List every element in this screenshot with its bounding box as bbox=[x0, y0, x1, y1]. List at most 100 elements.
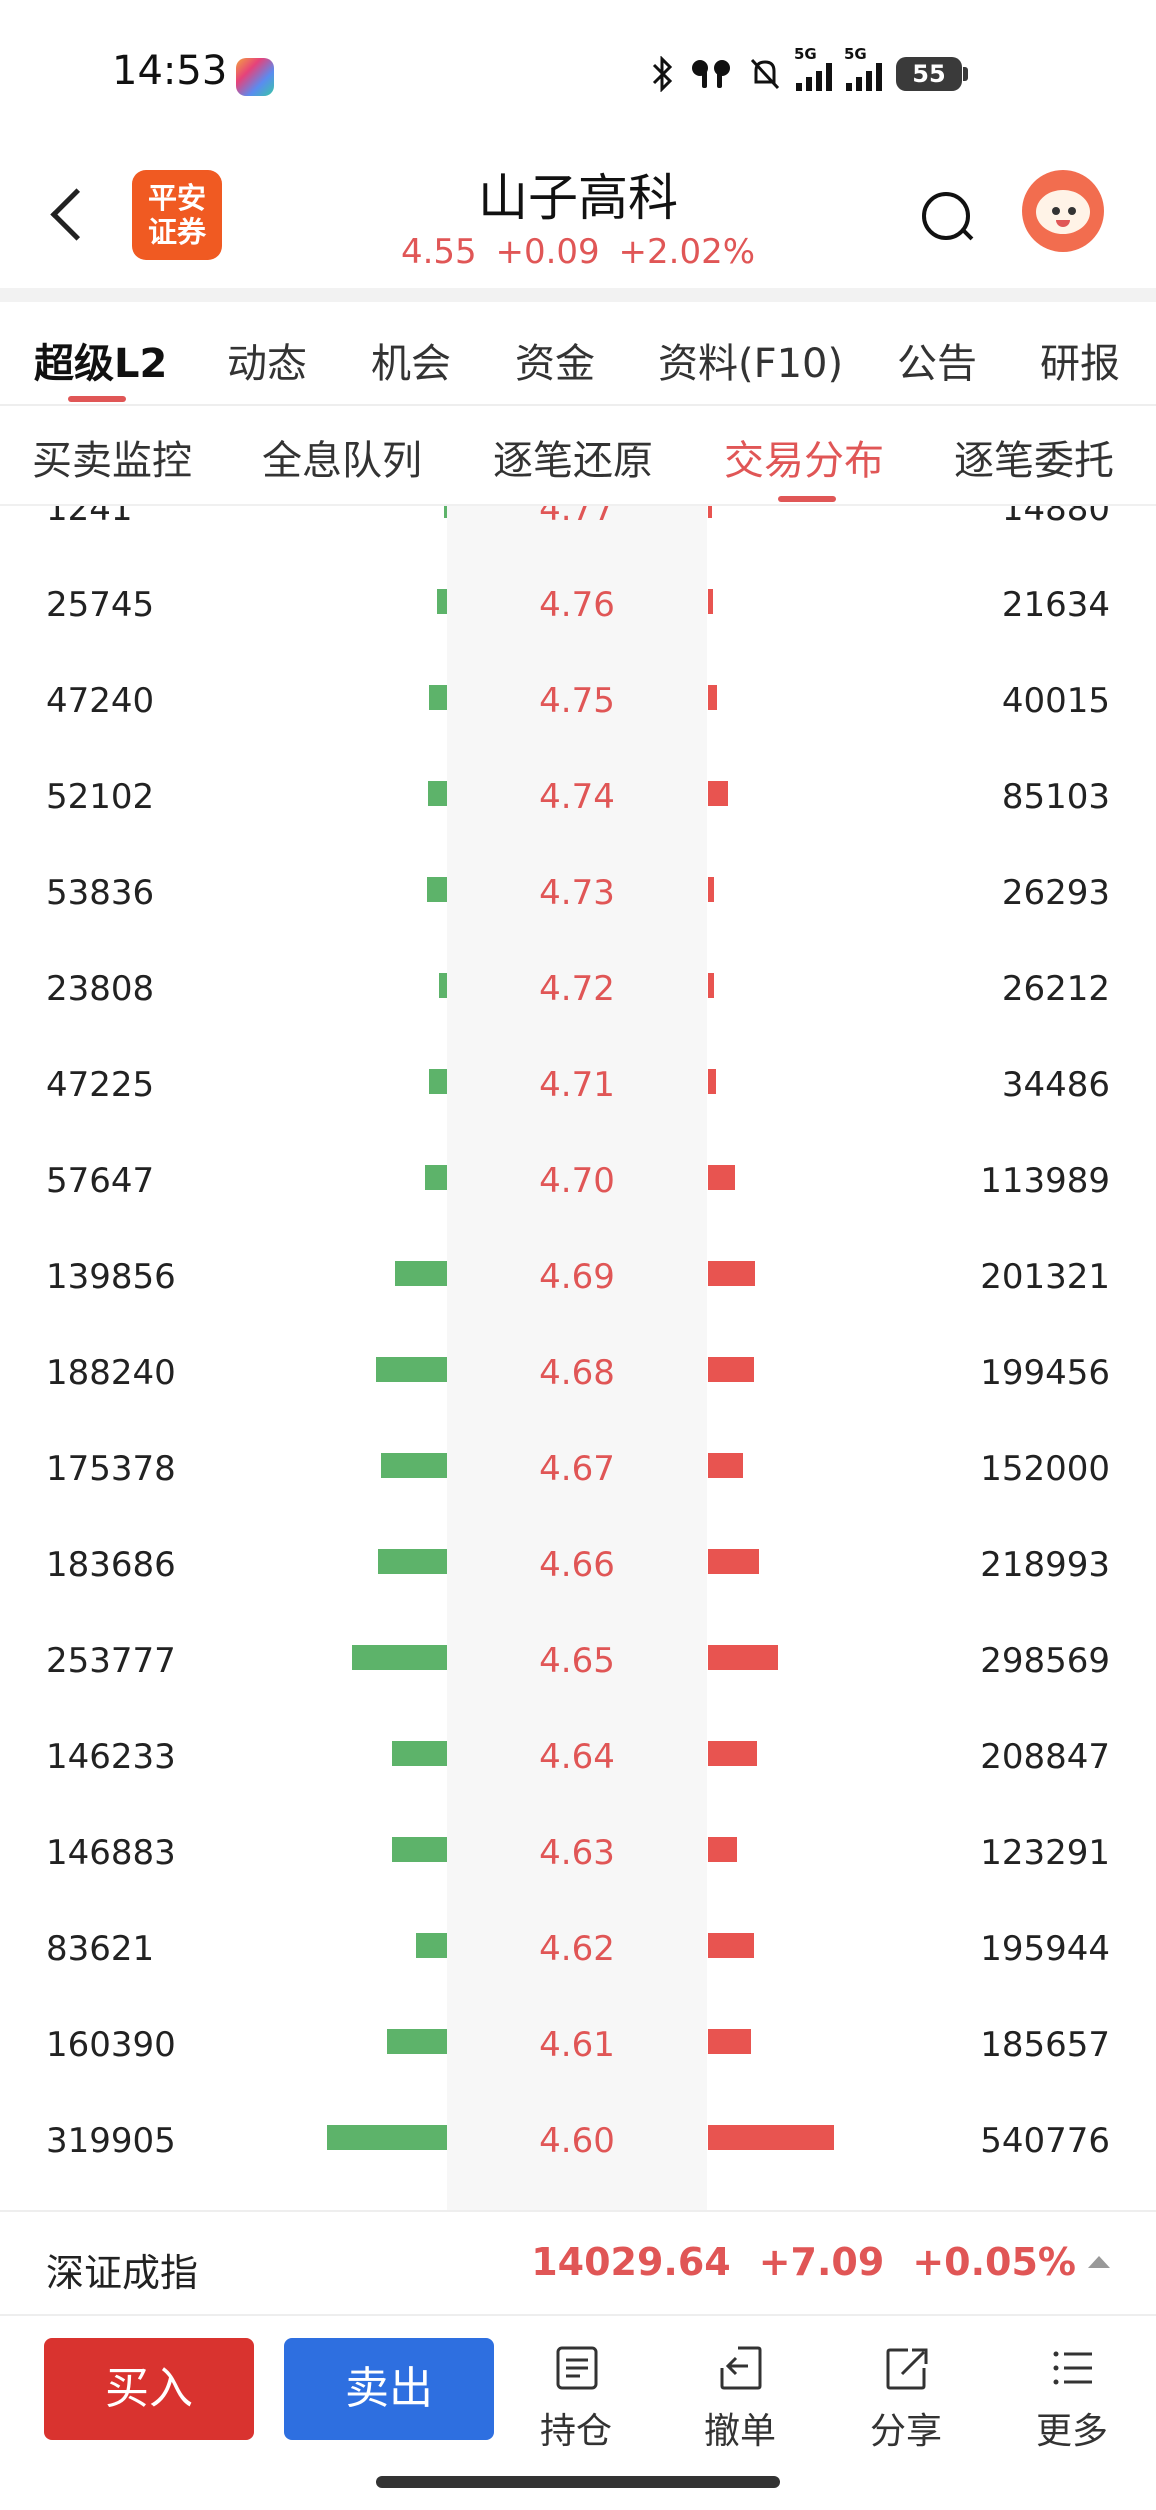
price-level: 4.63 bbox=[539, 1833, 615, 1873]
stock-quote: 4.55 +0.09 +2.02% bbox=[360, 232, 796, 272]
price-level: 4.77 bbox=[539, 506, 615, 529]
sell-volume-bar bbox=[429, 1069, 447, 1094]
tab-research[interactable]: 研报 bbox=[1040, 341, 1120, 387]
bluetooth-icon bbox=[652, 56, 673, 92]
distribution-row: 53836 4.73 26293 bbox=[0, 845, 1156, 941]
tab-trade-monitor[interactable]: 买卖监控 bbox=[32, 438, 192, 484]
sell-volume-bar bbox=[437, 589, 447, 614]
tab-trade-distribution[interactable]: 交易分布 bbox=[724, 438, 884, 484]
buy-volume-bar bbox=[708, 1357, 754, 1382]
index-name[interactable]: 深证成指 bbox=[46, 2251, 199, 2295]
index-values[interactable]: 14029.64 +7.09 +0.05% bbox=[503, 2240, 1076, 2284]
trade-distribution-list[interactable]: 1241 4.77 14880 25745 4.76 21634 47240 4.75 4001… bbox=[0, 506, 1156, 2210]
tab-order-queue[interactable]: 全息队列 bbox=[262, 438, 422, 484]
share-label: 分享 bbox=[869, 2411, 942, 2452]
sell-volume-bar bbox=[376, 1357, 447, 1382]
tab-tick-orders[interactable]: 逐笔委托 bbox=[954, 438, 1114, 484]
avatar-icon[interactable] bbox=[1022, 170, 1104, 252]
home-indicator[interactable] bbox=[376, 2476, 780, 2488]
buy-volume-bar bbox=[708, 1261, 755, 1286]
buy-volume: 185657 bbox=[980, 2025, 1110, 2065]
sell-button[interactable]: 卖出 bbox=[284, 2338, 494, 2440]
distribution-row: 183686 4.66 218993 bbox=[0, 1517, 1156, 1613]
broker-logo-line2: 证券 bbox=[147, 215, 206, 249]
buy-volume: 26212 bbox=[1001, 969, 1110, 1009]
tab-announcement[interactable]: 公告 bbox=[897, 341, 977, 387]
cancel-order-label: 撤单 bbox=[703, 2411, 776, 2452]
search-icon[interactable] bbox=[916, 186, 976, 246]
buy-volume: 218993 bbox=[980, 1545, 1110, 1585]
buy-volume: 26293 bbox=[1001, 873, 1110, 913]
battery-level: 55 bbox=[912, 60, 946, 88]
tab-f10[interactable]: 资料(F10) bbox=[658, 341, 844, 387]
sell-volume: 1241 bbox=[46, 506, 133, 529]
distribution-row: 47225 4.71 34486 bbox=[0, 1037, 1156, 1133]
sell-volume-bar bbox=[395, 1261, 447, 1286]
sell-volume: 52102 bbox=[46, 777, 155, 817]
cancel-order-button[interactable]: 撤单 bbox=[680, 2340, 800, 2452]
sell-volume-bar bbox=[429, 685, 447, 710]
sell-volume: 139856 bbox=[46, 1257, 176, 1297]
buy-volume-bar bbox=[708, 1453, 743, 1478]
sell-volume-bar bbox=[392, 1837, 447, 1862]
back-icon[interactable] bbox=[40, 180, 100, 250]
position-button[interactable]: 持仓 bbox=[516, 2340, 636, 2452]
price-level: 4.74 bbox=[539, 777, 615, 817]
price-level: 4.75 bbox=[539, 681, 615, 721]
price-level: 4.76 bbox=[539, 585, 615, 625]
cancel-order-icon bbox=[720, 2346, 762, 2390]
sell-volume-bar bbox=[439, 973, 447, 998]
buy-volume: 199456 bbox=[980, 1353, 1110, 1393]
collapse-arrow-icon[interactable] bbox=[1088, 2256, 1110, 2268]
distribution-row: 57647 4.70 113989 bbox=[0, 1133, 1156, 1229]
buy-volume: 298569 bbox=[980, 1641, 1110, 1681]
stock-name: 山子高科 bbox=[478, 169, 678, 227]
distribution-row: 139856 4.69 201321 bbox=[0, 1229, 1156, 1325]
price-level: 4.60 bbox=[539, 2121, 615, 2161]
sell-volume-bar bbox=[381, 1453, 447, 1478]
sell-volume: 188240 bbox=[46, 1353, 176, 1393]
distribution-row: 146883 4.63 123291 bbox=[0, 1805, 1156, 1901]
tab-funds[interactable]: 资金 bbox=[515, 341, 595, 387]
signal-icon-2: 5G bbox=[844, 45, 882, 91]
broker-logo-line1: 平安 bbox=[147, 181, 206, 215]
position-icon bbox=[556, 2346, 598, 2390]
buy-volume-bar bbox=[708, 1837, 737, 1862]
buy-volume: 14880 bbox=[1001, 506, 1110, 529]
buy-volume-bar bbox=[708, 2125, 834, 2150]
tab-super-l2[interactable]: 超级L2 bbox=[34, 341, 168, 387]
buy-volume: 113989 bbox=[980, 1161, 1110, 1201]
primary-tab-indicator bbox=[68, 396, 126, 402]
more-button[interactable]: 更多 bbox=[1012, 2340, 1132, 2452]
more-icon bbox=[1053, 2351, 1092, 2385]
network-label-2: 5G bbox=[844, 45, 867, 63]
tab-opportunity[interactable]: 机会 bbox=[371, 341, 451, 387]
buy-volume: 123291 bbox=[980, 1833, 1110, 1873]
buy-button[interactable]: 买入 bbox=[44, 2338, 254, 2440]
game-app-icon bbox=[236, 58, 274, 96]
header-separator bbox=[0, 288, 1156, 302]
sell-volume: 53836 bbox=[46, 873, 155, 913]
sell-volume-bar bbox=[378, 1549, 447, 1574]
sell-volume-bar bbox=[352, 1645, 447, 1670]
index-divider-bottom bbox=[0, 2314, 1156, 2316]
index-value: 14029.64 bbox=[531, 2240, 731, 2284]
distribution-row: 175378 4.67 152000 bbox=[0, 1421, 1156, 1517]
price-level: 4.61 bbox=[539, 2025, 615, 2065]
share-button[interactable]: 分享 bbox=[846, 2340, 966, 2452]
distribution-row: 47240 4.75 40015 bbox=[0, 653, 1156, 749]
index-change-pct: +0.05% bbox=[912, 2240, 1076, 2284]
buy-volume: 195944 bbox=[980, 1929, 1110, 1969]
tab-tick-restore[interactable]: 逐笔还原 bbox=[493, 438, 653, 484]
status-time: 14:53 bbox=[112, 48, 228, 94]
price-level: 4.66 bbox=[539, 1545, 615, 1585]
tab-news[interactable]: 动态 bbox=[227, 341, 307, 387]
sell-volume-bar bbox=[444, 506, 447, 518]
tab-separator bbox=[0, 404, 1156, 406]
price-level: 4.65 bbox=[539, 1641, 615, 1681]
sell-volume: 23808 bbox=[46, 969, 155, 1009]
price-level: 4.71 bbox=[539, 1065, 615, 1105]
sell-volume: 253777 bbox=[46, 1641, 176, 1681]
price-level: 4.68 bbox=[539, 1353, 615, 1393]
position-label: 持仓 bbox=[539, 2411, 612, 2452]
